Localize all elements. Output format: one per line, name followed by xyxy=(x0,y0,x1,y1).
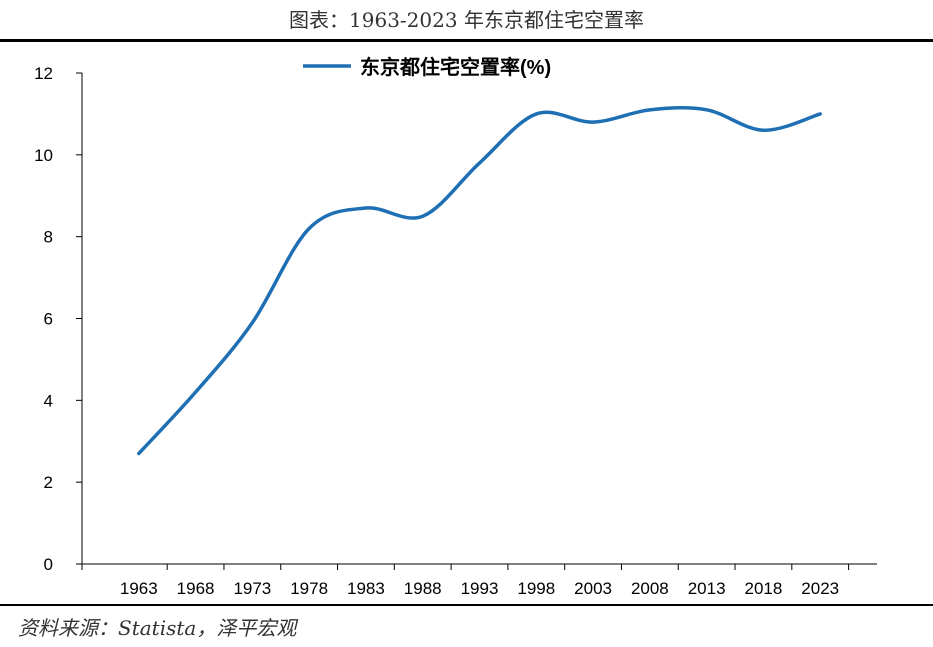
y-tick-label: 10 xyxy=(34,146,53,165)
legend: 东京都住宅空置率(%) xyxy=(303,55,551,79)
x-tick-label: 1983 xyxy=(347,579,385,598)
axes xyxy=(76,72,877,570)
x-tick-label: 1988 xyxy=(404,579,442,598)
source-note: 资料来源：Statista，泽平宏观 xyxy=(18,616,297,640)
bottom-rule xyxy=(0,604,933,606)
y-tick-label: 2 xyxy=(44,473,53,492)
y-tick-label: 6 xyxy=(44,310,53,329)
x-tick-label: 1963 xyxy=(120,579,158,598)
x-tick-label: 1998 xyxy=(517,579,555,598)
x-tick-label: 1968 xyxy=(177,579,215,598)
top-rule xyxy=(0,39,933,42)
x-tick-label: 2018 xyxy=(745,579,783,598)
x-tick-label: 1978 xyxy=(290,579,328,598)
y-tick-label: 0 xyxy=(44,555,53,574)
x-tick-label: 1973 xyxy=(233,579,271,598)
y-tick-label: 12 xyxy=(34,64,53,83)
x-tick-label: 2003 xyxy=(574,579,612,598)
y-tick-label: 4 xyxy=(44,391,53,410)
y-tick-label: 8 xyxy=(44,228,53,247)
chart-title: 图表：1963-2023 年东京都住宅空置率 xyxy=(289,8,644,32)
tick-labels: 0 2 4 6 8 10 12 1963 1968 1973 1978 1983 1988 1993 199… xyxy=(34,64,839,598)
series-line-0 xyxy=(137,106,822,456)
x-tick-label: 2013 xyxy=(688,579,726,598)
legend-label: 东京都住宅空置率(%) xyxy=(360,55,551,79)
x-tick-label: 2023 xyxy=(801,579,839,598)
x-tick-label: 2008 xyxy=(631,579,669,598)
x-tick-label: 1993 xyxy=(461,579,499,598)
series-lines xyxy=(137,106,822,456)
line-chart: 0 2 4 6 8 10 12 1963 1968 1973 1978 1983 1988 1993 199… xyxy=(34,55,877,598)
